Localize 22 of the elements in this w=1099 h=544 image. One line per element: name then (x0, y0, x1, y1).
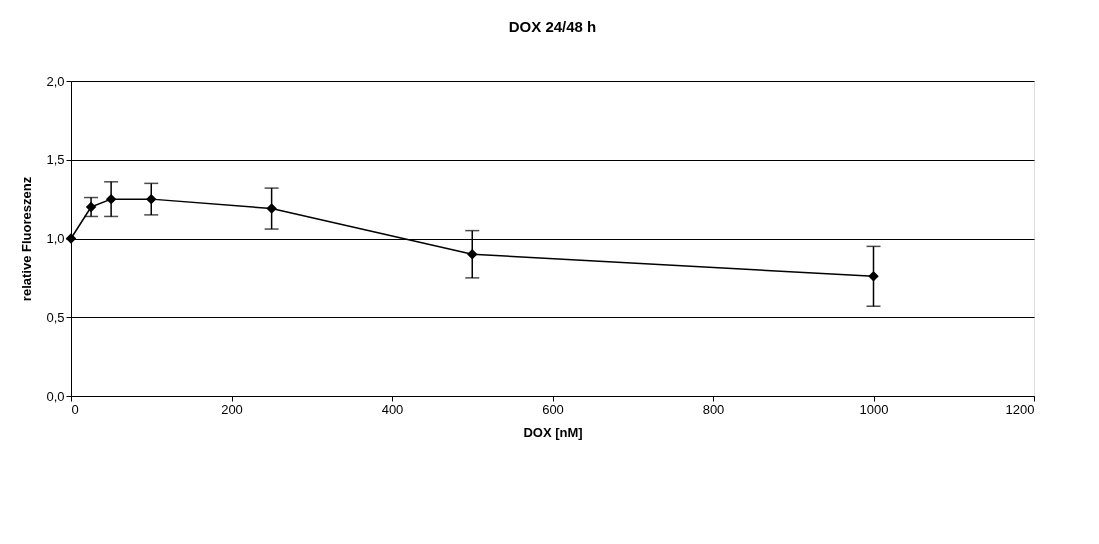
x-tick-label: 1000 (859, 401, 889, 417)
point (65, 233, 77, 244)
x-tick-label: 0 (71, 401, 79, 417)
point (467, 249, 478, 260)
x-tick-label: 1200 (1005, 401, 1035, 417)
point (266, 203, 277, 214)
point (85, 201, 97, 213)
y-axis-title: relative Fluoreszenz (19, 176, 35, 302)
y-tick-label: 1,0 (46, 231, 65, 246)
chart-title: DOX 24/48 h (508, 18, 597, 35)
x-axis-title: DOX [nM] (523, 424, 583, 440)
x-tick-label: 200 (221, 401, 243, 417)
y-tick-label: 1,5 (46, 152, 65, 168)
x-tick-label: 600 (542, 401, 564, 417)
y-tick-label: 0,5 (46, 309, 65, 325)
point (146, 193, 157, 205)
point (868, 271, 879, 282)
y-tick-label: 0,0 (46, 388, 65, 404)
x-tick-label: 800 (702, 401, 725, 417)
y-tick-label: 2,0 (46, 73, 65, 89)
point (105, 193, 117, 205)
x-tick-label: 400 (381, 401, 404, 417)
